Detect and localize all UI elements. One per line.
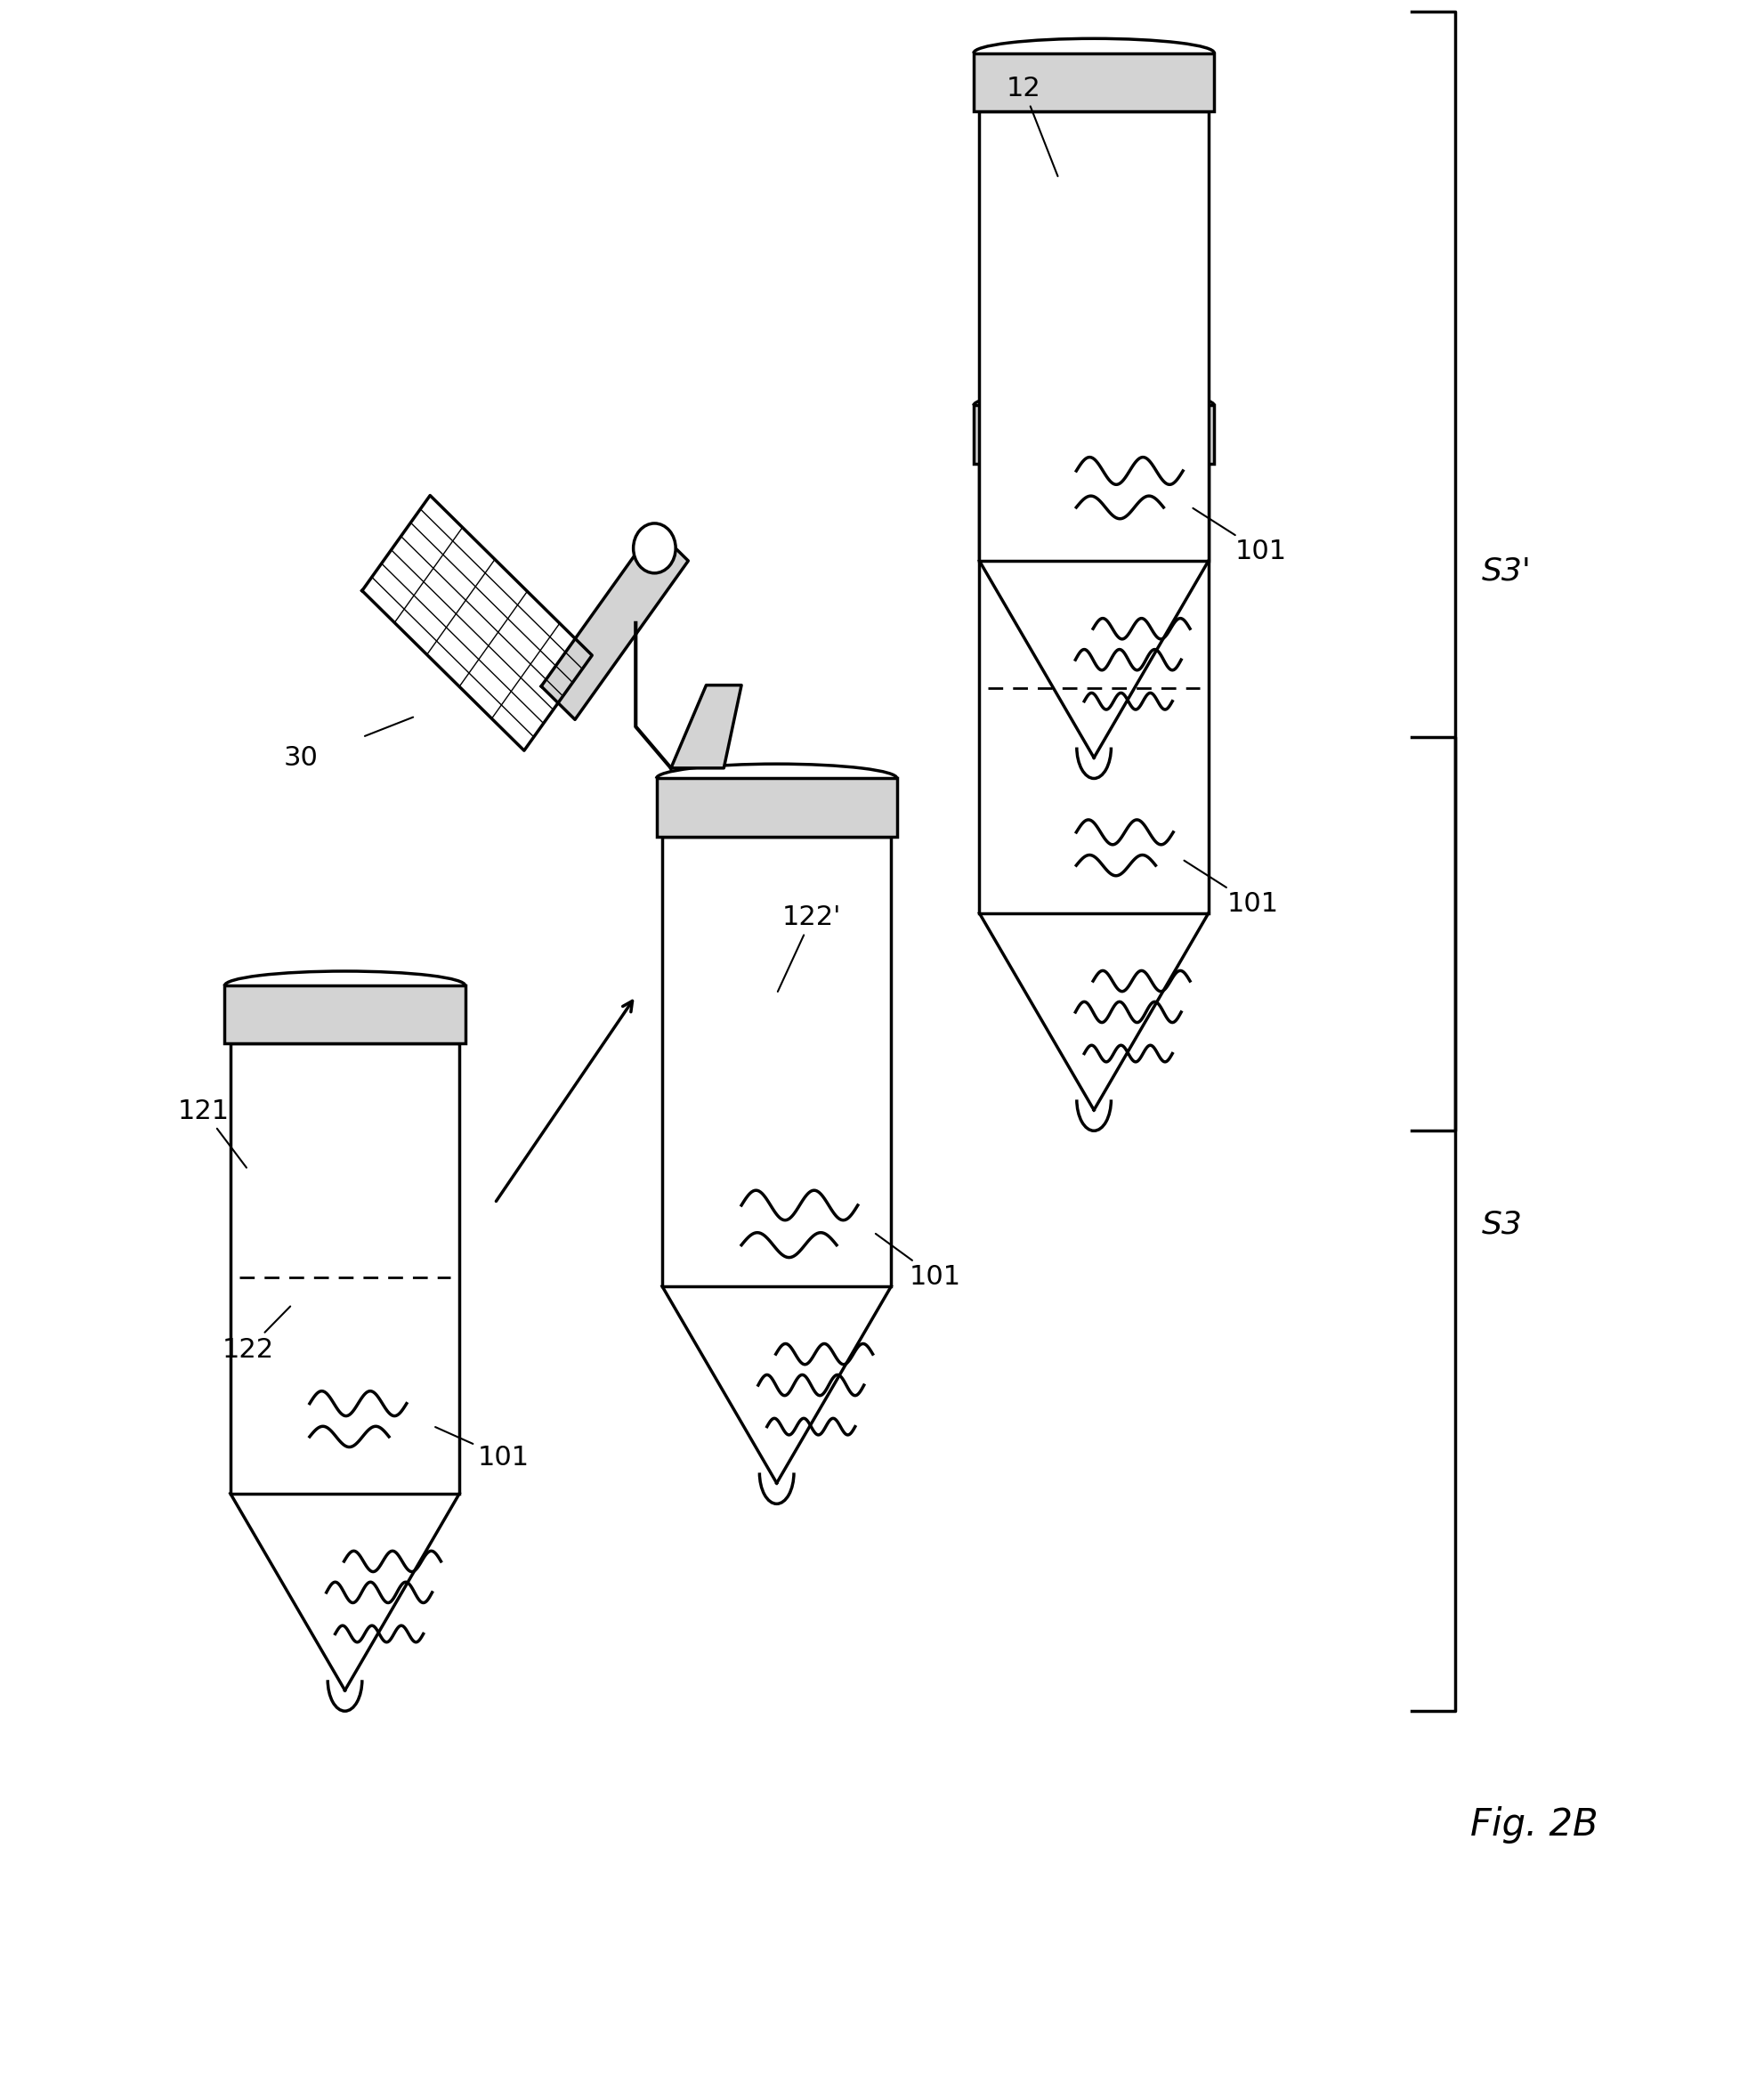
Text: S3: S3: [1482, 1210, 1522, 1239]
Bar: [974, 405, 1214, 463]
Text: 122: 122: [222, 1307, 289, 1363]
Polygon shape: [670, 685, 741, 768]
Text: S3': S3': [1482, 556, 1531, 587]
Circle shape: [633, 523, 676, 573]
Text: 30: 30: [284, 745, 318, 770]
Bar: [979, 112, 1208, 560]
Text: 101: 101: [1192, 508, 1286, 564]
Bar: [656, 778, 896, 836]
Polygon shape: [362, 496, 591, 751]
Text: Fig. 2B: Fig. 2B: [1469, 1807, 1598, 1845]
Bar: [974, 54, 1214, 112]
Text: 101: 101: [436, 1428, 529, 1471]
Bar: [979, 463, 1208, 913]
Bar: [231, 1044, 459, 1494]
Text: 122': 122': [778, 905, 841, 992]
Text: 101: 101: [1184, 861, 1277, 917]
Text: 121: 121: [178, 1098, 247, 1168]
Bar: [662, 836, 891, 1286]
Polygon shape: [542, 527, 688, 720]
Text: 101: 101: [875, 1235, 961, 1291]
Text: 12: 12: [1005, 75, 1057, 176]
Bar: [224, 986, 466, 1044]
